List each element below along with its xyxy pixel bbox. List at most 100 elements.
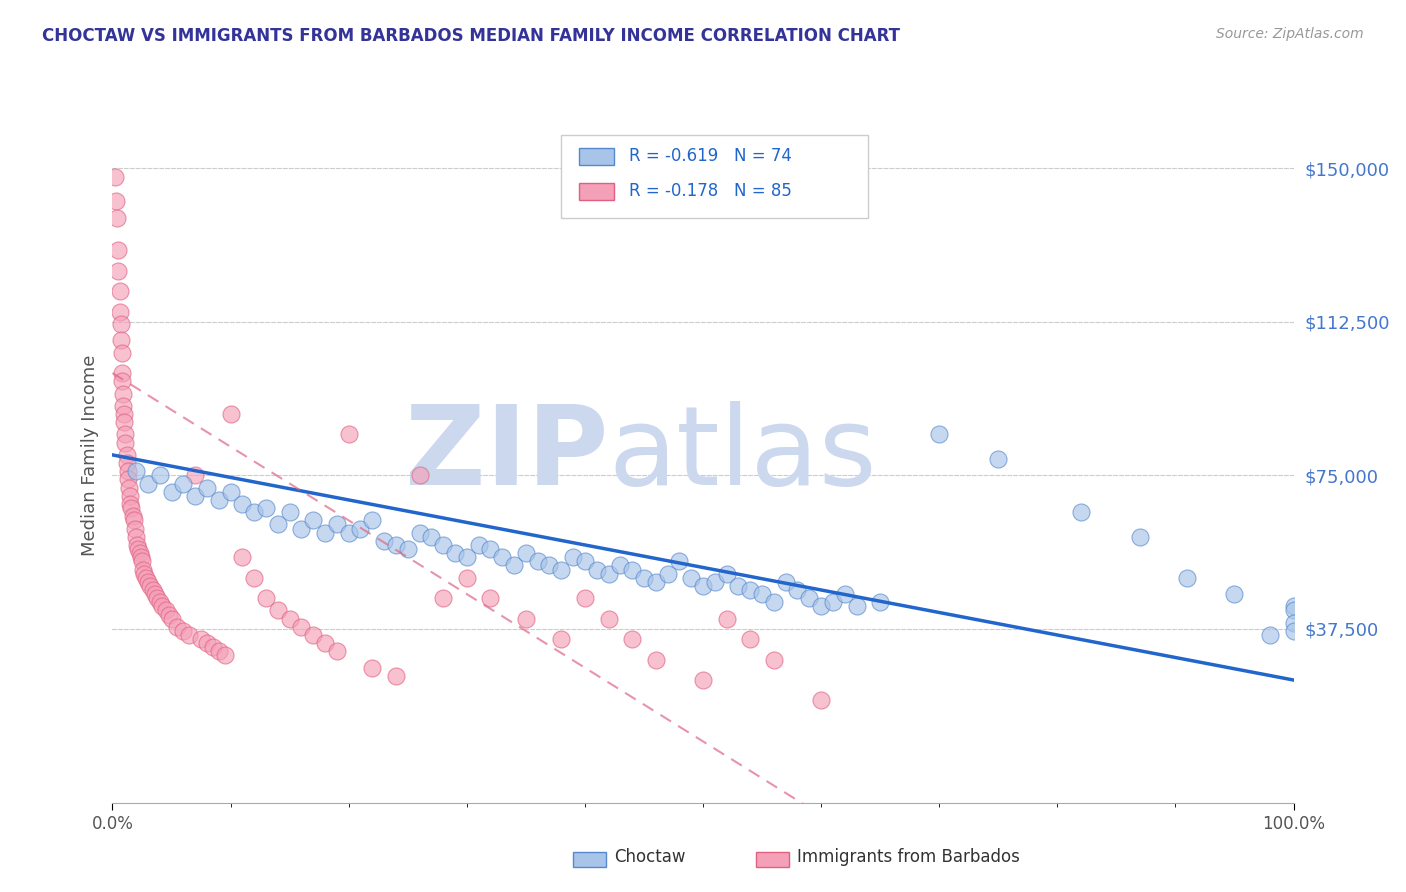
Point xyxy=(112,399,135,413)
Point xyxy=(243,505,266,519)
Point xyxy=(1282,615,1305,630)
Point xyxy=(609,558,631,573)
Point xyxy=(120,501,142,516)
Point xyxy=(326,644,349,658)
Bar xyxy=(579,183,614,200)
Text: atlas: atlas xyxy=(609,401,877,508)
Point xyxy=(112,386,135,401)
Point xyxy=(987,452,1010,467)
Point xyxy=(201,640,224,655)
Point xyxy=(108,304,131,318)
Point xyxy=(727,579,749,593)
FancyBboxPatch shape xyxy=(561,135,869,219)
Point xyxy=(775,574,797,589)
Point xyxy=(821,595,844,609)
Point xyxy=(107,264,129,278)
Point xyxy=(621,562,644,576)
Point xyxy=(385,669,408,683)
Point xyxy=(125,530,148,544)
Point xyxy=(526,554,548,568)
Point xyxy=(214,648,236,663)
Point xyxy=(515,612,537,626)
Text: Immigrants from Barbados: Immigrants from Barbados xyxy=(797,848,1021,866)
Point xyxy=(114,435,136,450)
Point xyxy=(219,484,242,499)
Point xyxy=(195,481,218,495)
Point xyxy=(115,448,138,462)
Point xyxy=(127,542,149,557)
Point xyxy=(112,415,135,429)
Point xyxy=(219,407,242,421)
Point xyxy=(326,517,349,532)
Point xyxy=(129,550,152,565)
Point xyxy=(124,522,146,536)
Point xyxy=(302,628,325,642)
Point xyxy=(150,599,173,614)
Point xyxy=(538,558,561,573)
Point xyxy=(314,636,336,650)
Point xyxy=(361,513,384,527)
Point xyxy=(184,468,207,483)
Point xyxy=(456,550,478,565)
Point xyxy=(125,464,148,478)
Point xyxy=(111,374,134,388)
Point xyxy=(302,513,325,527)
Point xyxy=(644,574,666,589)
Point xyxy=(136,574,159,589)
Point xyxy=(668,554,690,568)
Point xyxy=(491,550,513,565)
Bar xyxy=(756,852,789,867)
Point xyxy=(136,476,159,491)
Point xyxy=(740,582,762,597)
Point xyxy=(845,599,868,614)
Point xyxy=(172,624,194,638)
Point xyxy=(111,345,134,359)
Point xyxy=(134,566,156,581)
Point xyxy=(762,595,785,609)
Point xyxy=(562,550,585,565)
Point xyxy=(105,211,128,225)
Point xyxy=(135,571,157,585)
Point xyxy=(515,546,537,560)
Point xyxy=(503,558,526,573)
Point xyxy=(139,579,162,593)
Point xyxy=(408,468,430,483)
Point xyxy=(1282,624,1305,638)
Point xyxy=(692,579,714,593)
Point xyxy=(121,509,143,524)
Point xyxy=(574,591,596,606)
Point xyxy=(692,673,714,687)
Point xyxy=(740,632,762,646)
Point xyxy=(117,473,139,487)
Point xyxy=(290,620,312,634)
Point xyxy=(127,538,149,552)
Point xyxy=(799,591,821,606)
Point xyxy=(432,591,454,606)
Point xyxy=(142,582,165,597)
Point xyxy=(598,612,620,626)
Point xyxy=(122,513,145,527)
Text: Choctaw: Choctaw xyxy=(614,848,686,866)
Point xyxy=(146,591,169,606)
Point xyxy=(128,546,150,560)
Point xyxy=(810,599,832,614)
Text: CHOCTAW VS IMMIGRANTS FROM BARBADOS MEDIAN FAMILY INCOME CORRELATION CHART: CHOCTAW VS IMMIGRANTS FROM BARBADOS MEDI… xyxy=(42,27,900,45)
Point xyxy=(243,571,266,585)
Text: R = -0.619   N = 74: R = -0.619 N = 74 xyxy=(628,147,792,165)
Point xyxy=(184,489,207,503)
Point xyxy=(267,603,290,617)
Point xyxy=(110,317,132,331)
Point xyxy=(786,582,808,597)
Point xyxy=(751,587,773,601)
Point xyxy=(104,169,127,184)
Point xyxy=(149,595,172,609)
Point xyxy=(117,464,139,478)
Point xyxy=(108,284,131,298)
Bar xyxy=(574,852,606,867)
Point xyxy=(361,661,384,675)
Point xyxy=(112,407,135,421)
Point xyxy=(574,554,596,568)
Text: Source: ZipAtlas.com: Source: ZipAtlas.com xyxy=(1216,27,1364,41)
Point xyxy=(444,546,467,560)
Point xyxy=(160,484,183,499)
